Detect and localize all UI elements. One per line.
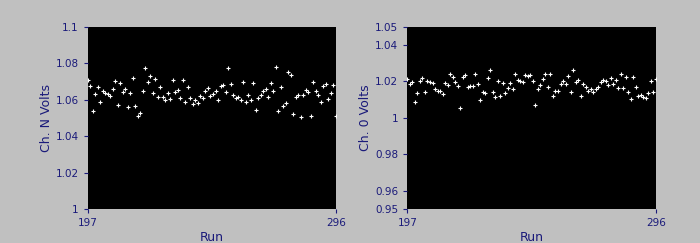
Y-axis label: Ch. 0 Volts: Ch. 0 Volts <box>360 85 372 151</box>
X-axis label: Run: Run <box>199 231 224 243</box>
Y-axis label: Ch. N Volts: Ch. N Volts <box>40 84 52 152</box>
X-axis label: Run: Run <box>519 231 544 243</box>
